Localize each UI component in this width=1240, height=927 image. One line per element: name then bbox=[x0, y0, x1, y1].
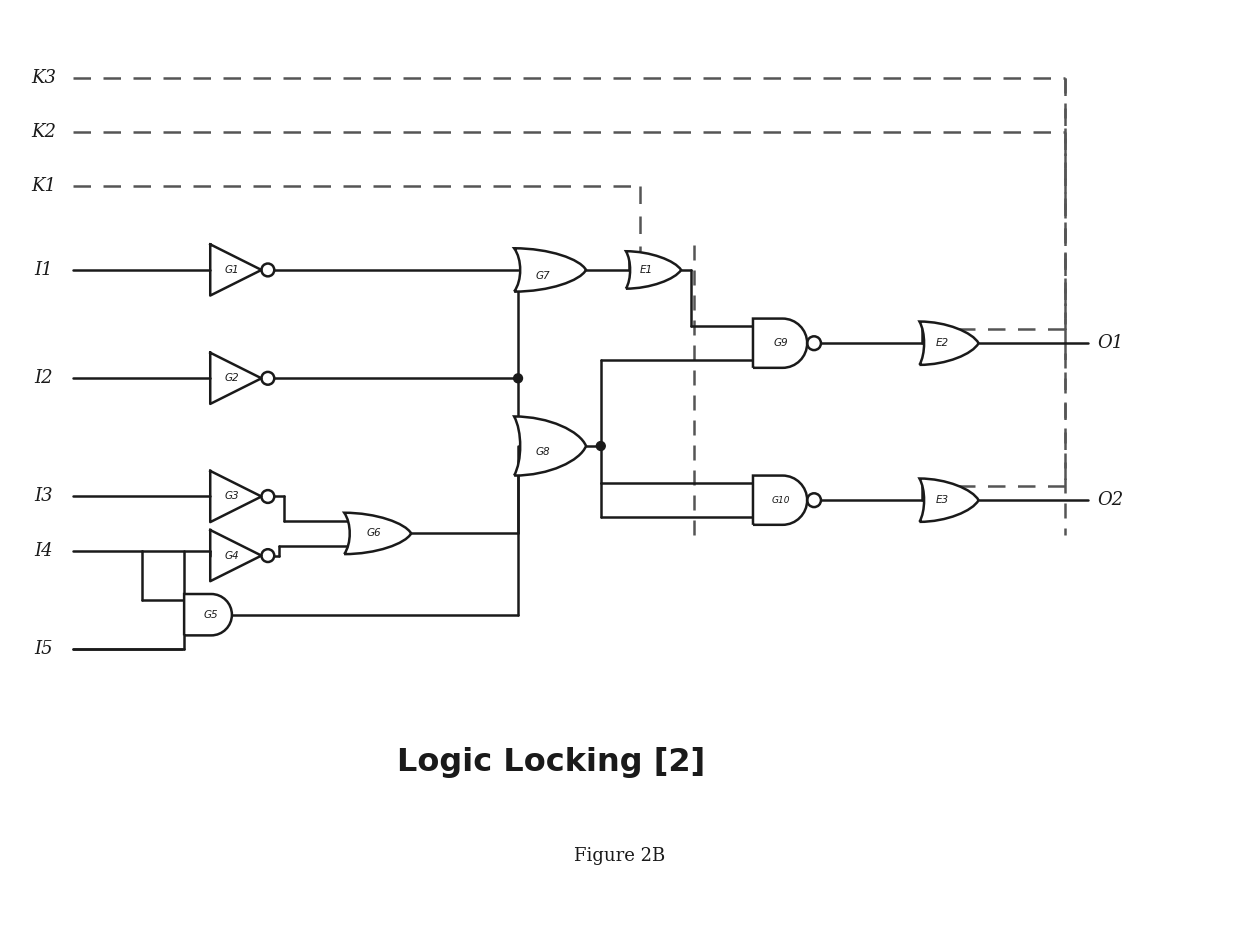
Text: O2: O2 bbox=[1097, 491, 1123, 509]
PathPatch shape bbox=[753, 476, 807, 525]
PathPatch shape bbox=[753, 319, 807, 368]
Text: Figure 2B: Figure 2B bbox=[574, 847, 666, 865]
PathPatch shape bbox=[919, 478, 978, 522]
PathPatch shape bbox=[919, 322, 978, 365]
Text: G1: G1 bbox=[224, 265, 239, 275]
Text: E2: E2 bbox=[935, 338, 949, 349]
Text: G6: G6 bbox=[367, 528, 381, 539]
Text: E3: E3 bbox=[935, 495, 949, 505]
Text: K3: K3 bbox=[31, 69, 56, 87]
PathPatch shape bbox=[515, 416, 587, 476]
Text: I2: I2 bbox=[35, 369, 53, 387]
PathPatch shape bbox=[515, 248, 587, 292]
Text: G10: G10 bbox=[771, 496, 790, 504]
Text: O1: O1 bbox=[1097, 335, 1123, 352]
Text: G3: G3 bbox=[224, 491, 239, 502]
Text: K2: K2 bbox=[31, 123, 56, 141]
Text: G7: G7 bbox=[536, 271, 551, 281]
Text: Logic Locking [2]: Logic Locking [2] bbox=[397, 747, 706, 778]
PathPatch shape bbox=[184, 594, 232, 635]
Text: G9: G9 bbox=[774, 338, 787, 349]
PathPatch shape bbox=[626, 251, 681, 288]
Text: I3: I3 bbox=[35, 488, 53, 505]
Text: E1: E1 bbox=[640, 265, 653, 275]
Text: G2: G2 bbox=[224, 374, 239, 383]
Text: I4: I4 bbox=[35, 541, 53, 560]
Text: I1: I1 bbox=[35, 260, 53, 279]
PathPatch shape bbox=[345, 513, 412, 554]
Text: G4: G4 bbox=[224, 551, 239, 561]
Circle shape bbox=[513, 374, 522, 383]
Text: I5: I5 bbox=[35, 641, 53, 658]
Text: G5: G5 bbox=[203, 610, 218, 620]
Text: K1: K1 bbox=[31, 177, 56, 196]
Circle shape bbox=[596, 441, 605, 451]
Text: G8: G8 bbox=[536, 447, 551, 457]
